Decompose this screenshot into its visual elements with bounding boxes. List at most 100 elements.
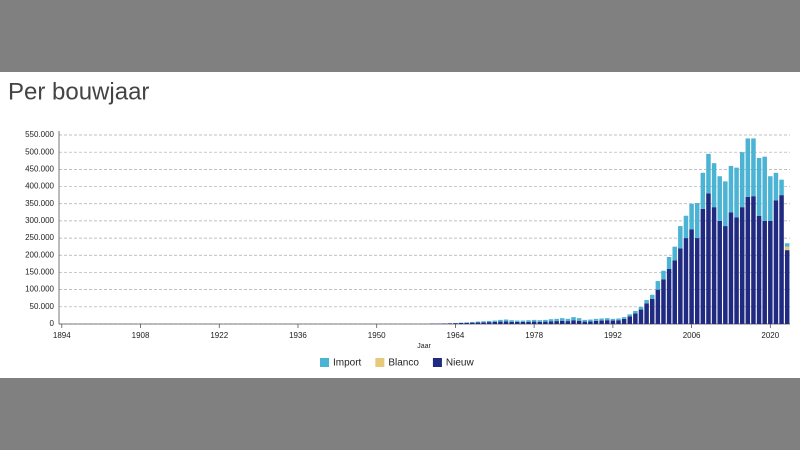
bar-segment (711, 207, 717, 324)
bar-segment (588, 319, 593, 322)
bar-segment (543, 319, 548, 322)
bar-segment (576, 318, 582, 321)
bar-segment (526, 320, 531, 322)
bar-segment (531, 319, 537, 322)
bar-segment (560, 318, 565, 321)
bar-segment (666, 269, 672, 324)
bar-segment (498, 319, 503, 322)
bar-segment (571, 320, 576, 324)
bar-segment (470, 321, 475, 323)
bar-segment (610, 320, 616, 324)
bar-segment (739, 152, 745, 208)
bar-segment (470, 322, 475, 324)
bar-segment (745, 138, 751, 197)
bar-segment (453, 323, 458, 324)
bar-segment (515, 321, 520, 324)
bar-segment (768, 220, 773, 324)
bar-segment (661, 279, 666, 324)
bar-segment (734, 167, 739, 218)
bar-segment (751, 196, 756, 324)
bar-segment (593, 320, 599, 324)
bar-segment (683, 215, 689, 239)
bar-segment (441, 323, 447, 324)
bar-segment (520, 321, 526, 324)
bar-segment (582, 321, 588, 324)
bar-segment (644, 303, 649, 324)
bar-segment (464, 322, 469, 323)
bar-segment (717, 176, 722, 221)
bar-segment (621, 317, 627, 319)
bar-segment (554, 321, 559, 324)
top-band (0, 0, 800, 72)
bar-segment (728, 165, 734, 213)
legend-swatch (320, 358, 329, 367)
bar-segment (571, 317, 576, 321)
x-tick-label: 1894 (53, 331, 71, 340)
bar-segment (700, 208, 706, 324)
bar-segment (779, 179, 784, 196)
bar-segment (621, 318, 627, 324)
bar-segment (537, 321, 543, 324)
x-tick-label: 1978 (525, 331, 543, 340)
bar-segment (745, 196, 751, 324)
bar-segment (492, 320, 498, 322)
bar-segment (678, 248, 683, 324)
bar-segment (560, 320, 565, 324)
bar-segment (616, 320, 621, 324)
bar-segment (683, 238, 689, 324)
panel (0, 72, 800, 378)
y-tick-label: 300.000 (25, 216, 54, 225)
bar-segment (576, 320, 582, 324)
legend-label: Import (333, 358, 362, 369)
bar-segment (773, 200, 779, 324)
bar-segment (627, 316, 632, 324)
chart-title: Per bouwjaar (8, 78, 149, 105)
bar-segment (638, 306, 644, 310)
bar-segment (644, 299, 649, 304)
bar-segment (503, 321, 509, 324)
bar-segment (689, 229, 694, 324)
bar-segment (548, 321, 554, 324)
bar-segment (700, 172, 706, 209)
bar-segment (610, 318, 616, 321)
bar-segment (498, 321, 503, 324)
legend-swatch (432, 358, 442, 367)
x-tick-label: 1922 (210, 331, 228, 340)
y-tick-label: 200.000 (25, 250, 54, 259)
y-tick-label: 550.000 (25, 130, 54, 139)
bar-segment (723, 181, 728, 227)
bar-segment (588, 321, 593, 324)
bar-segment (486, 320, 492, 323)
bar-segment (565, 321, 571, 324)
bar-segment (655, 281, 661, 290)
bar-segment (582, 319, 588, 322)
bar-segment (678, 226, 683, 249)
bar-segment (672, 260, 677, 324)
bar-segment (537, 320, 543, 322)
bar-segment (694, 203, 700, 239)
bar-segment (554, 318, 559, 322)
bar-segment (756, 158, 762, 216)
legend-label: Blanco (388, 358, 419, 369)
bar-segment (756, 215, 762, 324)
bottom-band (0, 378, 800, 450)
y-tick-label: 0 (50, 319, 55, 328)
bar-segment (486, 322, 492, 324)
bar-segment (526, 321, 531, 324)
bar-segment (666, 256, 672, 270)
bar-segment (458, 322, 464, 324)
y-tick-label: 250.000 (25, 233, 54, 242)
bar-segment (739, 207, 745, 324)
bar-segment (649, 298, 655, 324)
bar-segment (638, 309, 644, 324)
bar-segment (475, 322, 481, 324)
y-tick-label: 150.000 (25, 268, 54, 277)
bar-segment (464, 322, 469, 324)
bar-segment (627, 314, 632, 317)
bar-segment (711, 163, 717, 208)
bar-segment (694, 238, 700, 324)
bar-segment (784, 246, 790, 251)
bar-segment (548, 319, 554, 322)
bar-segment (593, 318, 599, 321)
